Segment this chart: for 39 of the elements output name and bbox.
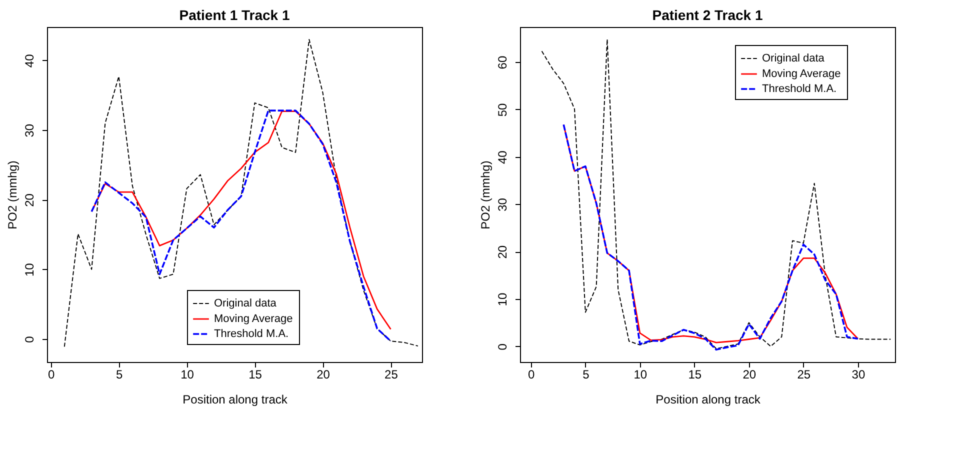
legend-label: Moving Average — [762, 68, 841, 80]
x-axis-title: Position along track — [656, 392, 762, 406]
chart-title: Patient 1 Track 1 — [179, 7, 290, 23]
y-axis-title: PO2 (mmhg) — [478, 160, 492, 230]
legend-label: Original data — [214, 298, 278, 310]
x-tick-label: 10 — [634, 368, 648, 382]
y-tick-label: 30 — [22, 124, 36, 138]
y-tick-label: 40 — [22, 54, 36, 68]
x-tick-label: 20 — [316, 368, 330, 382]
x-tick-label: 20 — [742, 368, 756, 382]
y-tick-label: 10 — [22, 262, 36, 277]
y-tick-label: 60 — [496, 56, 510, 70]
x-tick-label: 25 — [384, 368, 398, 382]
legend-label: Threshold M.A. — [762, 83, 837, 95]
y-axis-title: PO2 (mmhg) — [6, 160, 20, 230]
line-series — [64, 39, 418, 348]
x-tick-label: 10 — [180, 368, 194, 382]
x-tick-label: 0 — [528, 368, 536, 382]
y-tick-label: 0 — [22, 336, 36, 343]
x-tick-label: 30 — [852, 368, 866, 382]
legend-label: Original data — [762, 52, 826, 64]
y-tick-label: 20 — [22, 193, 36, 207]
legend-label: Moving Average — [214, 313, 293, 325]
y-tick-label: 40 — [496, 150, 510, 164]
y-tick-label: 50 — [496, 102, 510, 117]
y-tick-label: 10 — [496, 292, 510, 306]
y-tick-label: 30 — [496, 198, 510, 212]
y-tick-label: 20 — [496, 245, 510, 259]
x-tick-label: 15 — [688, 368, 702, 382]
x-tick-label: 0 — [48, 368, 55, 382]
chart-title: Patient 2 Track 1 — [652, 7, 763, 23]
x-tick-label: 5 — [582, 368, 590, 382]
line-series — [541, 38, 892, 350]
y-tick-label: 0 — [496, 343, 510, 350]
x-tick-label: 25 — [797, 368, 811, 382]
x-axis-title: Position along track — [182, 392, 288, 406]
x-tick-label: 5 — [116, 368, 123, 382]
legend-label: Threshold M.A. — [214, 328, 289, 340]
x-tick-label: 15 — [248, 368, 262, 382]
